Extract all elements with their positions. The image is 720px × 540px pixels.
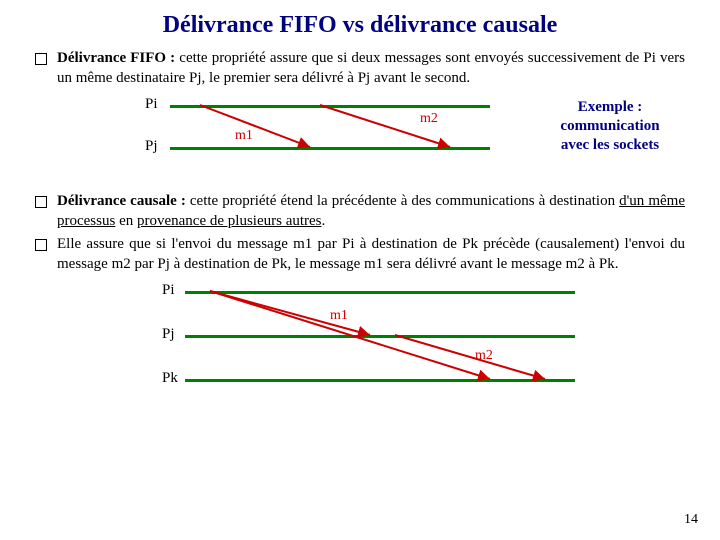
label-pi: Pi	[145, 96, 158, 113]
page-number: 14	[684, 512, 698, 528]
label-pi-2: Pi	[162, 282, 175, 299]
arrow-m1	[200, 105, 320, 149]
bullet-1: Délivrance FIFO : cette propriété assure…	[0, 49, 720, 88]
bullet-2-a: cette propriété étend la précédente à de…	[190, 193, 619, 209]
bullet-2-text: Délivrance causale : cette propriété éte…	[57, 192, 685, 231]
example-l2: communication	[540, 117, 680, 136]
example-l3: avec les sockets	[540, 136, 680, 155]
bullet-square-icon	[35, 53, 47, 65]
bullet-2-c: en	[115, 213, 137, 229]
bullet-square-icon	[35, 196, 47, 208]
label-pj-2: Pj	[162, 326, 175, 343]
bullet-2-bold: Délivrance causale :	[57, 193, 190, 209]
label-pj: Pj	[145, 138, 158, 155]
diagram-causal: Pi Pj Pk m1 m2	[0, 284, 720, 404]
bullet-2-d: provenance de plusieurs autres	[137, 213, 322, 229]
label-m2: m2	[420, 111, 438, 127]
bullet-1-bold: Délivrance FIFO :	[57, 50, 179, 66]
label-pk-2: Pk	[162, 370, 178, 387]
example-l1: Exemple :	[540, 98, 680, 117]
arrow-m2	[320, 105, 460, 149]
bullet-2-e: .	[322, 213, 326, 229]
page-title: Délivrance FIFO vs délivrance causale	[0, 0, 720, 49]
label-m1-2: m1	[330, 308, 348, 324]
bullet-1-text: Délivrance FIFO : cette propriété assure…	[57, 49, 685, 88]
bullet-square-icon	[35, 239, 47, 251]
bullet-2: Délivrance causale : cette propriété éte…	[0, 192, 720, 274]
example-box: Exemple : communication avec les sockets	[540, 98, 680, 154]
bullet-3-text: Elle assure que si l'envoi du message m1…	[57, 235, 685, 274]
diagram-fifo: Pi Pj m1 m2 Exemple : communication avec…	[0, 98, 720, 178]
label-m1: m1	[235, 128, 253, 144]
label-m2-2: m2	[475, 348, 493, 364]
